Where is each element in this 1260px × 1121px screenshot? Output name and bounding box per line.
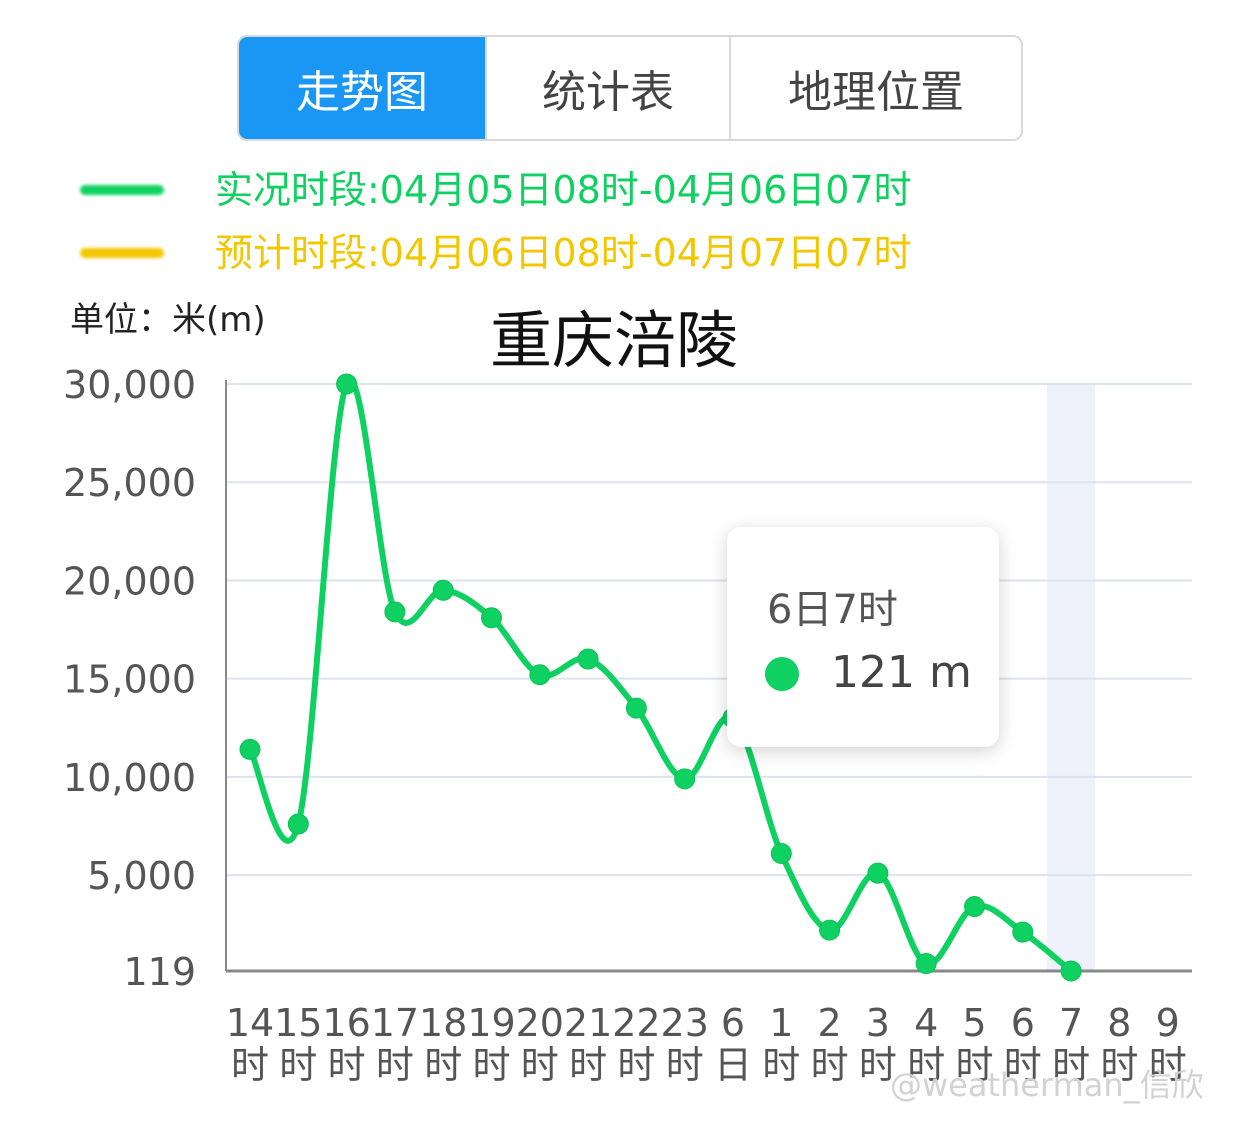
x-tick-label: 15 [274, 1001, 322, 1045]
x-tick-unit: 时 [472, 1043, 510, 1087]
x-tick-unit: 时 [907, 1043, 945, 1087]
watermark: @weatherman_信欣 [890, 1066, 1204, 1104]
data-tooltip: 6日7时 121 m [727, 527, 999, 747]
y-tick-label: 20,000 [63, 559, 196, 603]
x-tick-label: 19 [467, 1001, 515, 1045]
series-line [247, 377, 1075, 974]
x-tick-label: 5 [962, 1001, 986, 1045]
x-tick-unit: 时 [955, 1043, 993, 1087]
x-tick-unit: 时 [1100, 1043, 1138, 1087]
legend-forecast: 预计时段:04月06日08时-04月07日07时 [80, 228, 1180, 278]
data-point[interactable] [1012, 921, 1034, 943]
x-tick-label: 18 [419, 1001, 467, 1045]
tooltip-value: 121 m [831, 647, 972, 698]
x-tick-unit: 时 [376, 1043, 414, 1087]
x-tick-label: 16 [322, 1001, 370, 1045]
x-tick-unit: 时 [1149, 1043, 1187, 1087]
y-tick-label: 5,000 [87, 854, 196, 898]
x-tick-unit: 时 [279, 1043, 317, 1087]
chart-title: 重庆涪陵 [490, 304, 739, 377]
x-tick-unit: 时 [617, 1043, 655, 1087]
y-tick-label: 15,000 [63, 658, 196, 702]
x-tick-label: 14 [226, 1001, 274, 1045]
x-tick-label: 3 [866, 1001, 890, 1045]
tooltip-marker [765, 657, 799, 691]
y-tick-label: 10,000 [63, 756, 196, 800]
tooltip-time: 6日7时 [767, 587, 898, 633]
x-tick-unit: 时 [859, 1043, 897, 1087]
x-tick-label: 20 [516, 1001, 564, 1045]
data-point[interactable] [625, 697, 647, 719]
x-tick-unit: 时 [328, 1043, 366, 1087]
x-tick-label: 9 [1156, 1001, 1180, 1045]
x-tick-unit: 时 [1052, 1043, 1090, 1087]
legend-forecast-label: 预计时段:04月06日08时-04月07日07时 [215, 231, 912, 275]
data-point[interactable] [529, 664, 551, 686]
x-tick-unit: 时 [1004, 1043, 1042, 1087]
legend-forecast-swatch [80, 248, 164, 258]
data-point[interactable] [287, 813, 309, 835]
x-tick-label: 8 [1107, 1001, 1131, 1045]
data-point[interactable] [964, 896, 985, 918]
data-point[interactable] [577, 648, 599, 670]
legend-observed-label: 实况时段:04月05日08时-04月06日07时 [215, 168, 912, 212]
x-tick-label: 6 [721, 1001, 745, 1045]
x-tick-label: 6 [1011, 1001, 1035, 1045]
y-tick-label: 25,000 [63, 461, 196, 505]
x-tick-unit: 时 [762, 1043, 800, 1087]
x-tick-unit: 时 [811, 1043, 849, 1087]
data-point[interactable] [481, 607, 502, 629]
tab-location[interactable]: 地理位置 [788, 67, 964, 118]
y-tick-label: 30,000 [63, 363, 196, 407]
x-tick-label: 7 [1059, 1001, 1083, 1045]
x-tick-label: 23 [661, 1001, 709, 1045]
x-tick-label: 22 [612, 1001, 660, 1045]
data-point[interactable] [819, 919, 841, 941]
x-tick-label: 21 [564, 1001, 612, 1045]
legend-observed: 实况时段:04月05日08时-04月06日07时 [80, 165, 1180, 215]
data-point[interactable] [239, 738, 261, 760]
data-point[interactable] [1060, 960, 1082, 982]
x-tick-unit: 日 [714, 1043, 752, 1087]
data-point[interactable] [336, 373, 358, 395]
data-point[interactable] [384, 601, 406, 623]
x-tick-unit: 时 [569, 1043, 607, 1087]
data-point[interactable] [770, 843, 792, 865]
view-tabs: 走势图 统计表 地理位置 [237, 35, 1023, 141]
data-point[interactable] [674, 768, 696, 790]
y-tick-label: 119 [123, 950, 196, 994]
data-point[interactable] [432, 579, 454, 601]
legend-observed-swatch [80, 185, 164, 195]
unit-label: 单位：米(m) [70, 300, 266, 340]
x-tick-label: 17 [371, 1001, 419, 1045]
data-point[interactable] [867, 862, 889, 884]
x-tick-unit: 时 [231, 1043, 269, 1087]
tab-statistics[interactable]: 统计表 [487, 37, 731, 139]
x-tick-label: 2 [818, 1001, 842, 1045]
x-tick-unit: 时 [666, 1043, 704, 1087]
highlight-band [1047, 384, 1096, 971]
tab-trend[interactable]: 走势图 [239, 37, 487, 139]
x-tick-label: 1 [769, 1001, 793, 1045]
x-tick-unit: 时 [424, 1043, 462, 1087]
data-point[interactable] [915, 953, 937, 975]
x-tick-unit: 时 [521, 1043, 559, 1087]
x-tick-label: 4 [914, 1001, 938, 1045]
